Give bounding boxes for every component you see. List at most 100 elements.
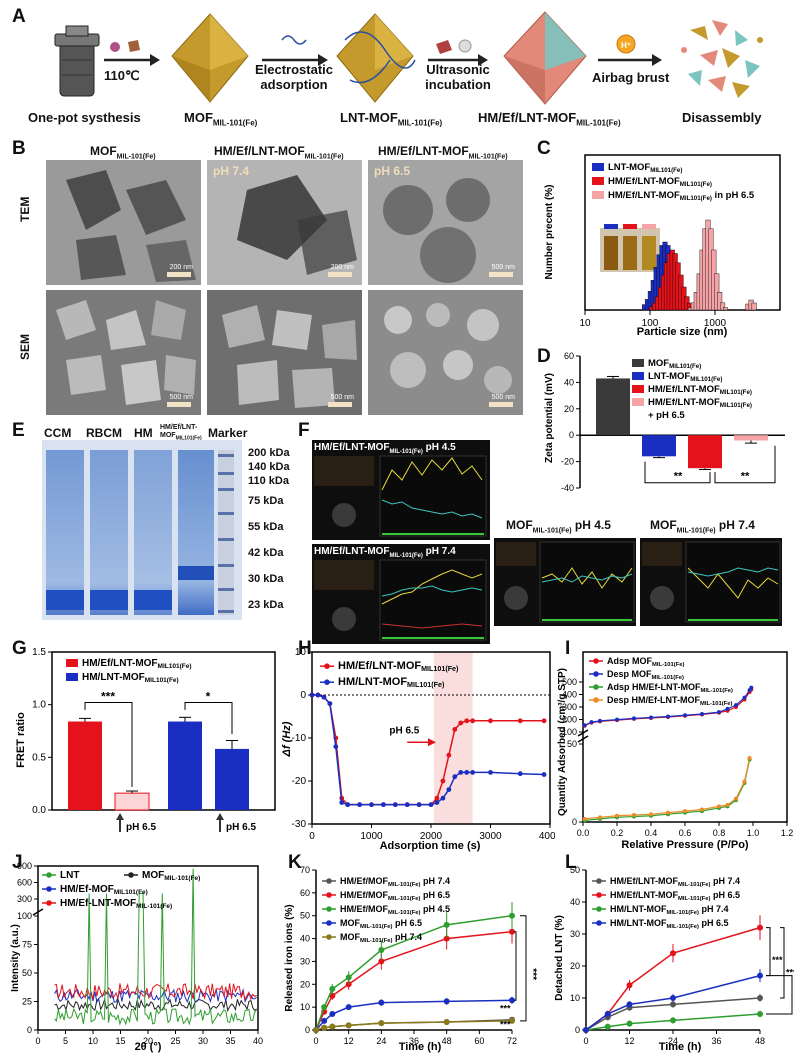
qcm-point (541, 772, 547, 777)
release-point (313, 1027, 319, 1033)
x-tick-label: 0.2 (611, 828, 624, 838)
b-row-sem: SEM (18, 333, 32, 360)
qcm-point (488, 718, 493, 724)
qcm-point (464, 718, 470, 724)
scalebar-label: 500 nm (330, 394, 354, 401)
legend-marker (326, 934, 332, 940)
y-tick-label: 30 (570, 929, 580, 939)
legend-label: HM/Ef-LNT-MOFMIL-101(Fe) (60, 898, 172, 910)
y-tick-label: 50 (567, 739, 577, 749)
b-row-tem: TEM (18, 196, 32, 222)
b-col2-title: HM/Ef/LNT-MOFMIL-101(Fe) (214, 144, 344, 161)
legend-label: HM/Ef/LNT-MOFMIL101(Fe) (648, 397, 752, 409)
qcm-point (309, 692, 315, 698)
release-point (378, 1020, 385, 1027)
sem-image-coated-ph74: 500 nm (207, 290, 362, 415)
sig-bracket (644, 461, 711, 484)
arrow-head (216, 813, 224, 820)
release-point (670, 950, 676, 957)
x-tick-label: 36 (711, 1036, 721, 1046)
i-xlabel: Relative Pressure (P/Po) (621, 839, 749, 851)
panel-label-i: I (565, 638, 571, 659)
legend-swatch (632, 372, 644, 380)
legend-label: HM/Ef/LNT-MOFMIL101(Fe) in pH 6.5 (608, 190, 755, 202)
legend-swatch (592, 191, 604, 199)
qcm-point (404, 802, 410, 808)
tem-image-mof: 200 nm (46, 160, 201, 285)
y-tick-label: -10 (292, 733, 307, 744)
isotherm-point (666, 810, 670, 815)
sig-label: * (206, 689, 211, 703)
axis-break (32, 908, 44, 916)
ph-label: pH 6.5 (389, 726, 419, 737)
isotherm-point (649, 812, 653, 817)
gel-col-rbcm: RBCM (86, 426, 122, 440)
y-tick-label: 20 (570, 961, 580, 971)
isotherm-point (589, 720, 594, 725)
sds-page-gel (42, 440, 242, 620)
y-tick-label: 0 (300, 690, 306, 701)
qcm-point (541, 718, 547, 724)
panel-h-chart: 100-10-20-3001000200030004000HM/Ef/LNT-M… (281, 647, 555, 852)
y-tick-label: 600 (17, 878, 32, 888)
legend-label: HM/Ef/LNT-MOFMIL101(Fe) (648, 384, 752, 396)
release-point (604, 1011, 611, 1017)
legend: HM/Ef/MOFMIL-101(Fe) pH 7.4 HM/Ef/MOFMIL-… (322, 876, 450, 944)
y-tick-label: 50 (300, 911, 310, 921)
c-xlabel: Particle size (nm) (637, 326, 728, 338)
legend-marker (324, 679, 330, 685)
qcm-point (452, 727, 458, 732)
release-point (321, 1004, 328, 1011)
isotherm-point (666, 714, 670, 719)
sig-label: *** (786, 968, 794, 978)
sig-bracket (714, 445, 776, 484)
panel-label-g: G (12, 638, 27, 659)
release-point (626, 1001, 633, 1008)
panel-label-d: D (537, 346, 551, 367)
marker-label: 75 kDa (248, 495, 284, 507)
qcm-point (434, 795, 440, 801)
release-point (321, 1017, 328, 1024)
arrow3-label: Ultrasonic incubation (425, 62, 491, 92)
sig-label: *** (527, 968, 538, 980)
histogram-bar (751, 302, 757, 311)
j-ylabel: Intensity (a.u.) (10, 924, 21, 992)
release-point (509, 928, 515, 935)
legend-marker (596, 878, 602, 884)
xrd-pattern (54, 982, 257, 1001)
legend-marker (596, 906, 602, 912)
legend-marker (324, 663, 330, 669)
x-tick-label: 40 (253, 1036, 263, 1046)
panel-label-l: L (565, 852, 577, 873)
release-point (670, 1017, 676, 1024)
fret-bar (168, 721, 202, 810)
legend-label: HM/Ef-MOFMIL101(Fe) (60, 884, 148, 896)
qcm-point (345, 802, 351, 808)
release-line (315, 930, 513, 1031)
panel-label-b: B (12, 138, 26, 159)
release-point (509, 912, 515, 919)
y-tick-label: 0.5 (32, 752, 46, 763)
x-tick-label: 0.0 (577, 828, 590, 838)
sig-bracket (84, 702, 133, 787)
y-tick-label: 0 (569, 430, 574, 440)
sig-bracket (766, 927, 771, 977)
marker-list: 200 kDa 140 kDa 110 kDa 75 kDa 55 kDa 42… (248, 446, 290, 612)
ph-tag: pH 6.5 (374, 164, 411, 178)
legend-swatch (592, 163, 604, 171)
panel-label-a: A (12, 6, 26, 27)
axis-break (577, 735, 589, 743)
zeta-bar (642, 435, 676, 457)
histogram-bar (723, 307, 729, 311)
xrd-pattern (54, 997, 257, 1013)
x-tick-label: 24 (376, 1036, 386, 1046)
lnt-mof-octahedron (336, 13, 416, 103)
sig-bracket (514, 931, 517, 1001)
step2-label: MOFMIL-101(Fe) (184, 110, 258, 128)
marker-label: 140 kDa (248, 461, 290, 473)
legend-label: HM/Ef/LNT-MOFMIL101(Fe) (82, 658, 192, 670)
qcm-point (470, 770, 476, 775)
fret-bar (215, 748, 249, 810)
legend-marker (326, 920, 332, 926)
marker-label: 200 kDa (248, 447, 290, 459)
